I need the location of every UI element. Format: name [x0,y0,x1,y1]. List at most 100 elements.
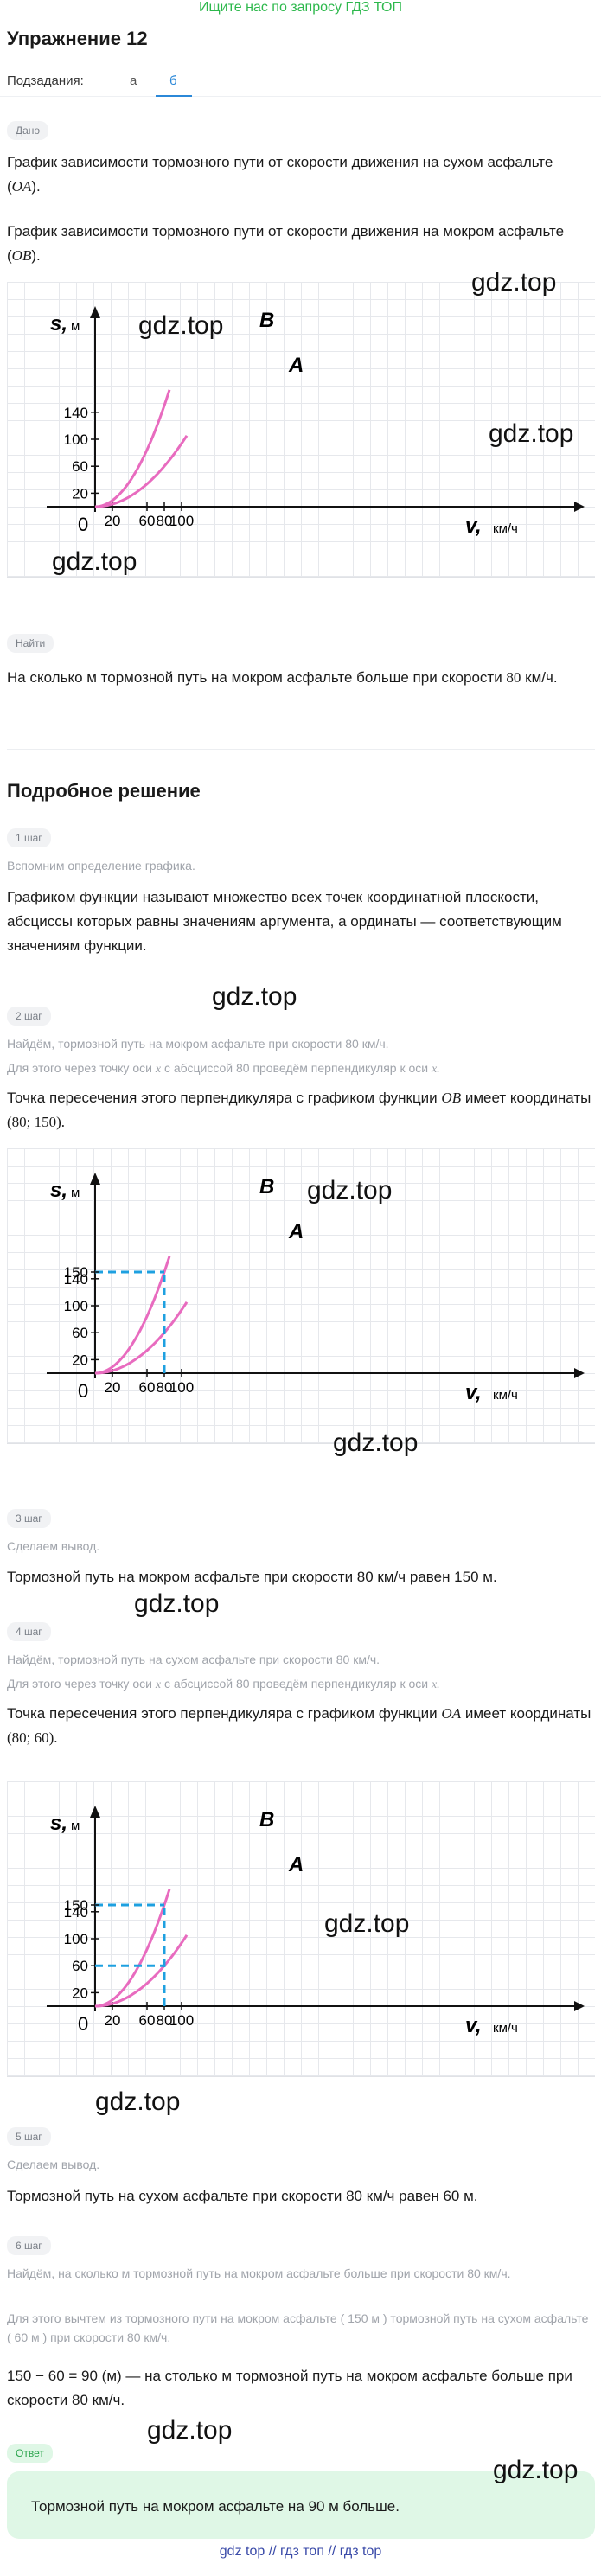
x-tick-label: 20 [105,2012,121,2029]
note-axis: x. [431,1678,440,1691]
tabs-divider [0,96,601,97]
x-tick-label: 60 [139,513,156,529]
graph-dry-80: 20 60 100 140 20 60 80 100 0 s, м v, км/ч B A 150 [7,1781,595,2077]
answer-text: Тормозной путь на мокром асфальте на 90 … [31,2498,400,2515]
find-text: На сколько м тормозной путь на мокром ас… [7,666,578,690]
curve-oa [95,1934,189,2008]
given-curve-oa: OA [11,178,32,195]
given-line-ob: График зависимости тормозного пути от ск… [7,220,578,268]
answer-box [7,2471,595,2539]
y-axis-unit: м [71,319,80,334]
origin-label: 0 [78,2013,88,2035]
step3-text: Тормозной путь на мокром асфальте при ск… [7,1569,497,1585]
curve-oa [95,1301,189,1375]
note-axis: x [155,1063,162,1076]
y-axis-unit: м [71,1186,80,1200]
step4-pill: 4 шаг [7,1622,51,1641]
watermark: gdz.top [134,1589,220,1618]
x-axis-arrow [574,502,585,512]
watermark: gdz.top [333,1429,419,1457]
x-axis-unit: км/ч [493,521,518,536]
watermark: gdz.top [471,268,557,297]
given-text: График зависимости тормозного пути от ск… [7,223,565,264]
given-pill: Дано [7,121,49,140]
step6-text: 150 − 60 = 90 (м) — на столько м тормозн… [7,2368,572,2408]
note-text: Для этого через точку оси [7,1677,152,1691]
x-tick-label: 60 [139,2012,156,2029]
curve-a-label: A [288,1220,304,1243]
y-axis-unit: м [71,1819,80,1833]
y-tick-label: 140 [64,1904,88,1921]
x-axis-label: v, [465,515,482,538]
y-axis-label: s, [50,1179,67,1202]
y-tick-label: 140 [64,1271,88,1288]
find-pill: Найти [7,634,54,653]
step6-pill: 6 шаг [7,2236,51,2255]
step4-note: Найдём, тормозной путь на сухом асфальте… [7,1652,380,1666]
step3-pill: 3 шаг [7,1509,51,1528]
watermark: gdz.top [212,982,297,1011]
y-axis-arrow [90,1173,100,1185]
x-axis-unit: км/ч [493,1388,518,1403]
curve-b-label: B [259,309,274,332]
x-axis-arrow [574,1368,585,1378]
watermark: gdz.top [324,1909,410,1938]
top-banner[interactable]: Ищите нас по запросу ГДЗ ТОП [199,0,402,15]
step-coords: (80; 150). [7,1114,66,1130]
note-text: с абсциссой 80 проведём перпендикуляр к … [163,1061,429,1075]
step-text: Точка пересечения этого перпендикуляра с… [7,1705,438,1722]
answer-pill: Ответ [7,2444,53,2463]
subtasks-label: Подзадания: [7,74,84,88]
subtask-tab-a[interactable]: а [130,74,137,88]
step2-note: Найдём, тормозной путь на мокром асфальт… [7,1037,389,1051]
given-text: График зависимости тормозного пути от ск… [7,154,553,195]
step-text: имеет координаты [464,1705,591,1722]
step6-note: Найдём, на сколько м тормозной путь на м… [7,2266,511,2280]
y-tick-label: 60 [72,458,88,475]
curve-b-label: B [259,1175,274,1199]
curve-ob [94,1889,171,2008]
y-axis-label: s, [50,312,67,336]
given-text-end: ). [31,178,41,195]
note-text: Для этого через точку оси [7,1061,152,1075]
origin-label: 0 [78,514,88,535]
x-tick-label: 80 [157,513,173,529]
step1-note: Вспомним определение графика. [7,859,195,873]
x-axis-arrow [574,2001,585,2011]
find-unit: км/ч. [525,669,558,686]
subtask-tab-b[interactable]: б [169,74,177,88]
x-tick-label: 80 [157,2012,173,2029]
y-tick-label: 20 [72,485,88,502]
x-tick-label: 100 [169,1379,194,1396]
note-axis: x. [431,1063,440,1076]
watermark: gdz.top [138,311,224,340]
y-tick-label: 60 [72,1958,88,1974]
y-tick-label: 100 [64,431,88,448]
find-question: На сколько м тормозной путь на мокром ас… [7,669,502,686]
step3-note: Сделаем вывод. [7,1539,100,1553]
x-tick-label: 80 [157,1379,173,1396]
watermark: gdz.top [489,419,574,448]
y-tick-label: 100 [64,1931,88,1947]
given-line-oa: График зависимости тормозного пути от ск… [7,150,578,199]
y-axis-arrow [90,306,100,318]
note-text: с абсциссой 80 проведём перпендикуляр к … [163,1677,429,1691]
step-text: Точка пересечения этого перпендикуляра с… [7,1090,438,1106]
step5-note: Сделаем вывод. [7,2157,100,2171]
graph-wet-80: 20 60 100 140 20 60 80 100 0 s, м v, км/ч B A 150 [7,1148,595,1444]
y-tick-label-150: 150 [64,1897,88,1914]
x-tick-label: 100 [169,2012,194,2029]
note-axis: x [155,1678,162,1691]
footer-links[interactable]: gdz top // гдз топ // гдз top [219,2544,382,2559]
step5-pill: 5 шаг [7,2127,51,2146]
x-tick-label: 20 [105,513,121,529]
curve-a-label: A [288,1853,304,1876]
step2-note2: Для этого через точку оси x с абсциссой … [7,1058,440,1079]
step-coords: (80; 60). [7,1729,58,1746]
step4-text: Точка пересечения этого перпендикуляра с… [7,1702,595,1750]
curve-b-label: B [259,1808,274,1831]
x-axis-label: v, [465,2014,482,2037]
y-tick-label-150: 150 [64,1264,88,1281]
